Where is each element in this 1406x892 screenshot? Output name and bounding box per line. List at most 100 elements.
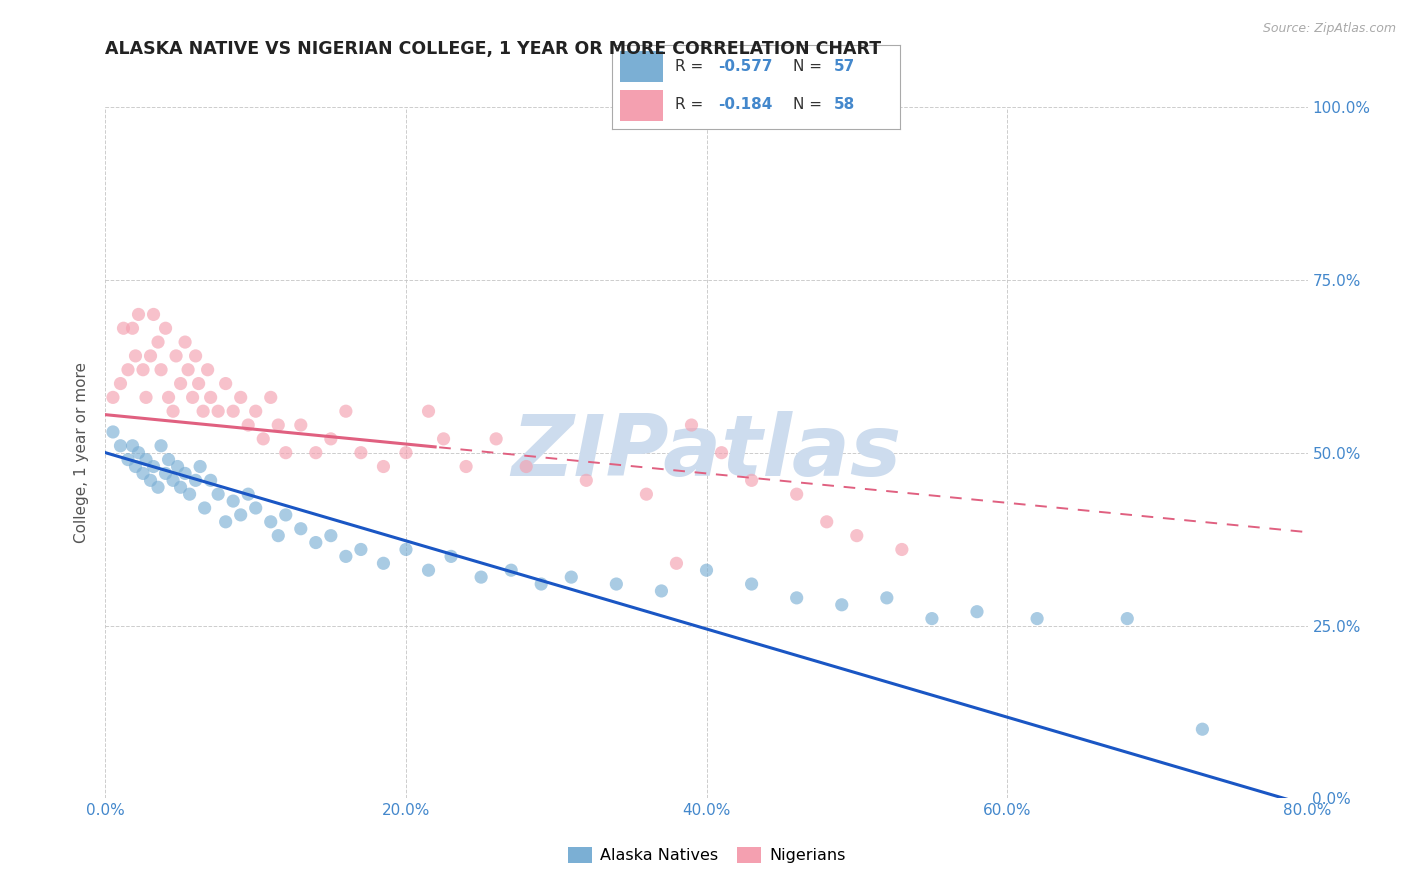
Point (921, 612, 943, 626)
Point (350, 445, 373, 460)
Point (876, 591, 898, 605)
Point (188, 459, 211, 474)
Point (191, 404, 214, 418)
Point (101, 425, 124, 439)
Point (831, 598, 853, 612)
Point (157, 391, 180, 405)
Point (177, 362, 200, 376)
Text: N =: N = (793, 97, 827, 112)
Point (485, 432, 508, 446)
Point (238, 487, 260, 501)
Point (112, 321, 135, 335)
Point (260, 515, 283, 529)
Point (142, 307, 165, 321)
Point (335, 404, 357, 418)
Point (245, 404, 267, 418)
Point (132, 467, 155, 481)
Point (238, 417, 260, 432)
Point (200, 473, 222, 487)
Point (501, 563, 523, 577)
Point (966, 605, 988, 619)
Text: R =: R = (675, 59, 709, 74)
Point (845, 528, 868, 542)
Point (710, 445, 733, 460)
Point (252, 432, 274, 446)
Point (229, 508, 252, 522)
Point (135, 391, 157, 405)
Point (1116, 612, 1139, 626)
Point (454, 459, 477, 474)
Point (146, 480, 169, 494)
Point (139, 349, 162, 363)
Point (162, 404, 184, 418)
Point (146, 334, 169, 349)
Point (229, 391, 252, 405)
Point (121, 439, 143, 453)
Point (290, 417, 312, 432)
Point (650, 583, 672, 598)
Point (155, 321, 177, 335)
Point (184, 349, 207, 363)
Point (681, 417, 703, 432)
Point (150, 362, 173, 376)
Text: N =: N = (793, 59, 827, 74)
Point (197, 362, 219, 376)
Point (139, 473, 162, 487)
Point (515, 459, 537, 474)
Point (1026, 612, 1049, 626)
Point (132, 362, 155, 376)
Point (440, 549, 463, 564)
Point (110, 376, 132, 391)
Point (135, 452, 157, 467)
Point (169, 480, 191, 494)
Text: 57: 57 (834, 59, 855, 74)
Point (665, 557, 688, 571)
Point (890, 542, 912, 557)
Point (319, 432, 342, 446)
Point (815, 515, 838, 529)
Point (350, 542, 373, 557)
Point (335, 549, 357, 564)
Point (305, 535, 328, 549)
Point (636, 487, 658, 501)
Text: R =: R = (675, 97, 709, 112)
Point (260, 391, 283, 405)
Point (418, 404, 440, 418)
Text: ALASKA NATIVE VS NIGERIAN COLLEGE, 1 YEAR OR MORE CORRELATION CHART: ALASKA NATIVE VS NIGERIAN COLLEGE, 1 YEA… (105, 40, 882, 58)
Point (150, 439, 173, 453)
Text: -0.577: -0.577 (718, 59, 773, 74)
Text: 58: 58 (834, 97, 855, 112)
Point (169, 376, 191, 391)
Point (319, 528, 342, 542)
Point (274, 445, 297, 460)
Point (162, 473, 184, 487)
Y-axis label: College, 1 year or more: College, 1 year or more (75, 362, 90, 543)
Point (184, 473, 207, 487)
Point (101, 391, 124, 405)
Point (470, 570, 492, 584)
Point (142, 459, 165, 474)
Point (174, 334, 197, 349)
Point (121, 321, 143, 335)
Point (187, 376, 209, 391)
Point (181, 391, 204, 405)
Point (214, 376, 236, 391)
Text: Source: ZipAtlas.com: Source: ZipAtlas.com (1263, 22, 1396, 36)
Point (530, 577, 553, 591)
Point (194, 501, 217, 516)
Point (605, 577, 627, 591)
Point (305, 445, 328, 460)
Point (222, 404, 245, 418)
Point (155, 467, 177, 481)
Point (157, 452, 180, 467)
Point (786, 487, 808, 501)
Point (395, 445, 418, 460)
Point (245, 501, 267, 516)
Point (179, 487, 201, 501)
Point (1191, 723, 1213, 737)
Point (124, 349, 146, 363)
Point (207, 404, 229, 418)
Point (200, 391, 222, 405)
Point (696, 563, 718, 577)
Bar (620, 90, 664, 120)
